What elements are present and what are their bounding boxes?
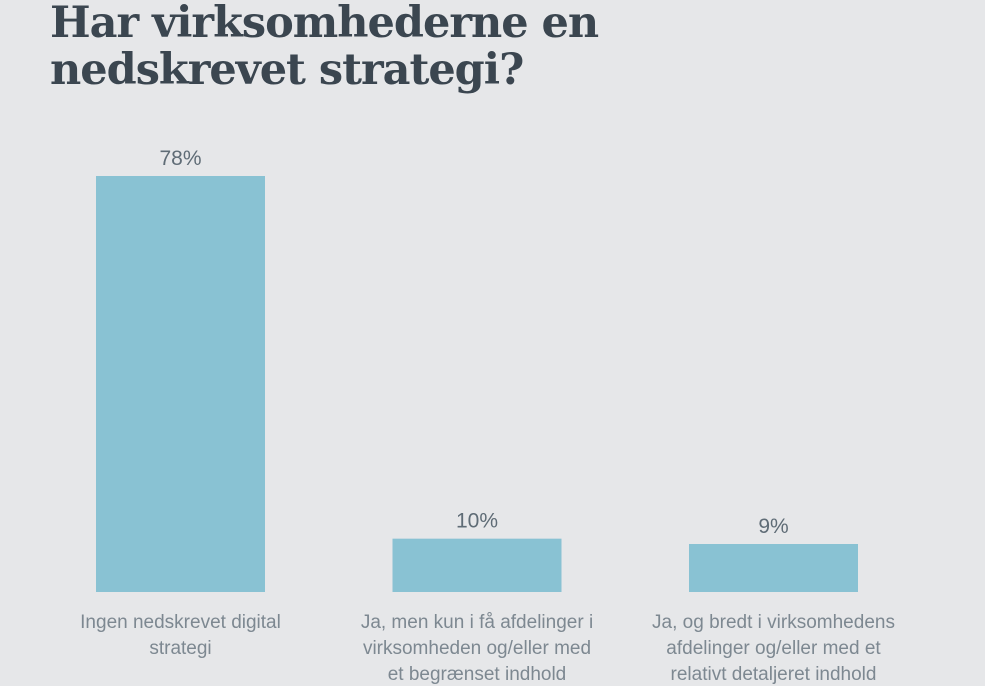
value-label-1: 78% <box>159 147 201 170</box>
category-label-line: strategi <box>149 638 211 659</box>
category-label-3: Ja, og bredt i virksomhedens afdelinger o… <box>652 612 895 685</box>
value-label-3: 9% <box>758 515 788 538</box>
bar-3 <box>689 544 858 592</box>
chart-title: Har virksomhederne en nedskrevet strateg… <box>50 0 599 95</box>
category-label-line: Ja, men kun i få afdelinger i <box>361 612 593 633</box>
category-label-1: Ingen nedskrevet digital strategi <box>80 612 281 659</box>
category-label-2: Ja, men kun i få afdelinger i virksomhede… <box>361 612 593 685</box>
category-label-line: et begrænset indhold <box>388 664 567 685</box>
category-label-line: Ja, og bredt i virksomhedens <box>652 612 895 633</box>
bar-1 <box>96 176 265 592</box>
category-label-line: virksomheden og/eller med <box>363 638 591 659</box>
category-label-line: relativt detaljeret indhold <box>671 664 877 685</box>
bar-2 <box>392 538 562 592</box>
category-label-line: afdelinger og/eller med et <box>666 638 881 659</box>
value-label-2: 10% <box>456 510 498 533</box>
category-label-line: Ingen nedskrevet digital <box>80 612 281 633</box>
